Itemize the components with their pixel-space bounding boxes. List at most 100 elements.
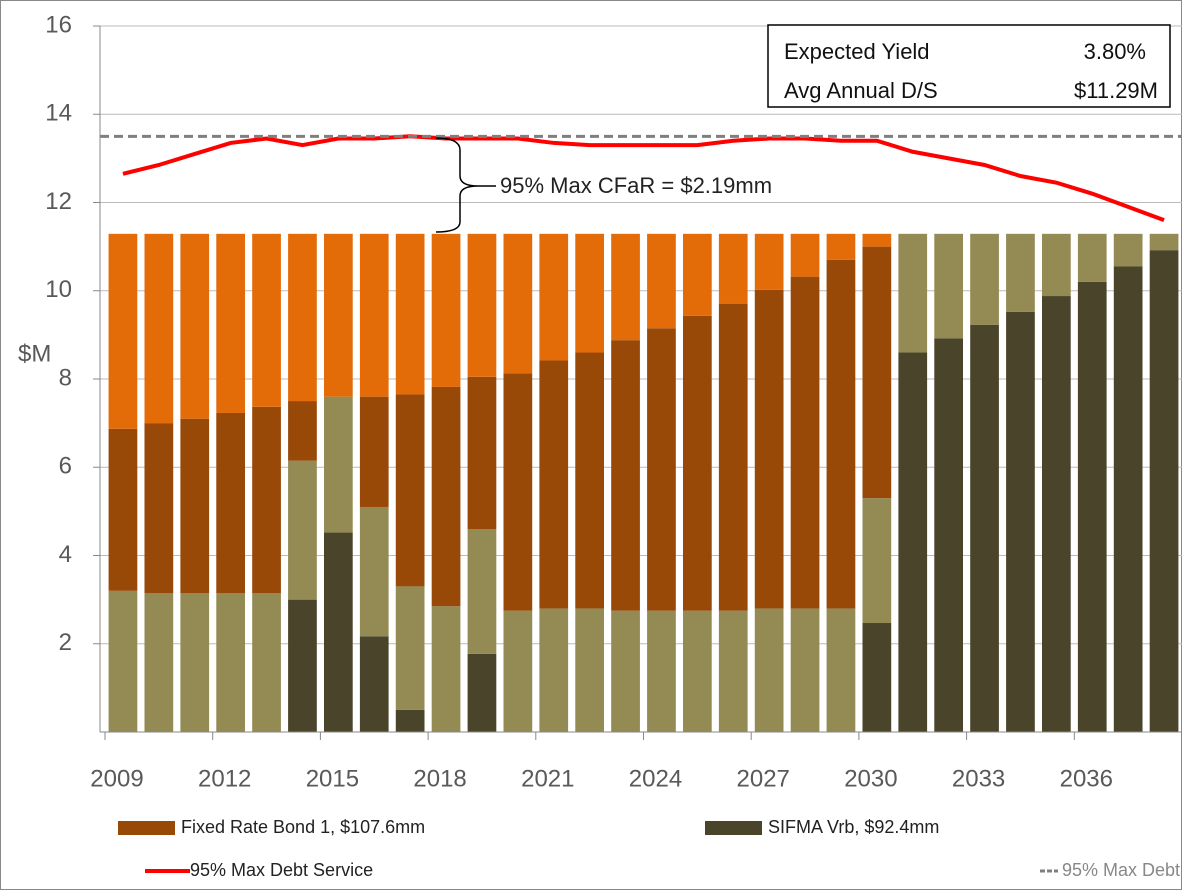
bar-segment <box>216 412 246 594</box>
bar-segment <box>395 586 425 710</box>
bar-segment <box>898 233 928 353</box>
bar-segment <box>431 386 461 607</box>
bar-segment <box>862 246 892 499</box>
lines <box>100 134 1182 223</box>
bar-segment <box>359 233 389 397</box>
bar-segment <box>790 276 820 609</box>
bar-segment <box>1077 281 1107 732</box>
x-tick-label: 2018 <box>413 765 466 792</box>
y-tick-label: 6 <box>59 453 72 480</box>
bar-segment <box>754 608 784 732</box>
axes: 2 4 6 8 10 12 14 16 2009 2012 2015 2018 2021 2024 2027… <box>45 11 1182 792</box>
bar-segment <box>180 233 210 419</box>
bar-segment <box>934 233 964 339</box>
bar-segment <box>754 289 784 609</box>
bar-segment <box>790 608 820 732</box>
bar-segment <box>216 233 246 413</box>
bar-segment <box>682 233 712 316</box>
stats-label: Avg Annual D/S <box>784 78 938 103</box>
bar-segment <box>970 233 999 325</box>
bar-segment <box>359 396 389 507</box>
bar-segment <box>898 352 928 732</box>
bar-segment <box>1149 250 1179 732</box>
bar-segment <box>682 610 712 732</box>
x-tick-label: 2024 <box>629 765 682 792</box>
bar-segment <box>503 610 533 732</box>
bar-segment <box>395 233 425 395</box>
max-line <box>122 134 1165 223</box>
bar-segment <box>647 328 676 611</box>
bar-segment <box>862 498 892 624</box>
bar-segment <box>144 593 174 732</box>
legend-swatch <box>118 821 175 835</box>
x-tick-label: 2027 <box>737 765 790 792</box>
bar-segment <box>144 423 174 594</box>
bar-segment <box>754 233 784 290</box>
bar-segment <box>144 233 174 424</box>
y-tick-label: 8 <box>59 364 72 391</box>
bar-segment <box>647 233 676 329</box>
bar-segment <box>395 394 425 587</box>
legend: Fixed Rate Bond 1, $107.6mm SIFMA Vrb, $9… <box>118 817 1182 880</box>
bar-segment <box>1113 233 1143 267</box>
legend-label: SIFMA Vrb, $92.4mm <box>768 817 939 837</box>
bar-segment <box>718 610 748 732</box>
y-tick-label: 4 <box>59 541 72 568</box>
bar-segment <box>647 610 676 732</box>
stats-label: Expected Yield <box>784 39 930 64</box>
bar-segment <box>718 233 748 304</box>
bar-segment <box>359 506 389 637</box>
bar-segment <box>431 233 461 387</box>
bar-segment <box>467 529 497 654</box>
x-tick-label: 2009 <box>90 765 143 792</box>
bar-segment <box>1006 233 1035 312</box>
bar-segment <box>970 324 999 732</box>
bar-segment <box>359 636 389 732</box>
bar-segment <box>503 373 533 611</box>
bar-segment <box>252 233 281 407</box>
bar-segment <box>611 233 640 341</box>
bar-segment <box>1006 311 1035 732</box>
x-tick-label: 2012 <box>198 765 251 792</box>
bar-segment <box>1149 233 1179 251</box>
bar-segment <box>323 396 353 533</box>
bar-segment <box>1041 296 1071 732</box>
bar-segment <box>431 606 461 732</box>
legend-swatch <box>705 821 762 835</box>
bar-segment <box>252 593 281 732</box>
x-tick-label: 2030 <box>844 765 897 792</box>
bar-segment <box>108 428 138 591</box>
y-tick-label: 10 <box>45 276 72 303</box>
bar-segment <box>539 608 569 732</box>
bars <box>108 233 1179 732</box>
x-tick-label: 2033 <box>952 765 1005 792</box>
bar-segment <box>826 259 856 609</box>
bar-segment <box>575 233 605 353</box>
bar-segment <box>180 593 210 732</box>
bar-segment <box>467 233 497 377</box>
stats-box <box>767 24 1171 108</box>
bar-segment <box>467 376 497 530</box>
bar-segment <box>575 608 605 732</box>
stats-value: 3.80% <box>1084 39 1146 64</box>
bar-segment <box>1041 233 1071 297</box>
bar-segment <box>180 418 210 594</box>
bar-segment <box>862 233 892 247</box>
bar-segment <box>826 233 856 260</box>
legend-label: 95% Max Debt Service <box>190 860 373 880</box>
bar-segment <box>216 593 246 732</box>
y-tick-label: 2 <box>59 629 72 656</box>
annotation: 95% Max CFaR = $2.19mm <box>500 173 772 198</box>
bar-segment <box>323 233 353 397</box>
x-tick-label: 2036 <box>1060 765 1113 792</box>
bar-segment <box>288 460 317 600</box>
bar-segment <box>323 532 353 732</box>
y-tick-label: 12 <box>45 188 72 215</box>
bar-segment <box>288 599 317 732</box>
bar-segment <box>288 233 317 402</box>
bar-segment <box>395 709 425 732</box>
bar-segment <box>790 233 820 277</box>
stats-value: $11.29M <box>1074 78 1158 103</box>
legend-label: 95% Max Debt Service Bound <box>1062 860 1182 880</box>
